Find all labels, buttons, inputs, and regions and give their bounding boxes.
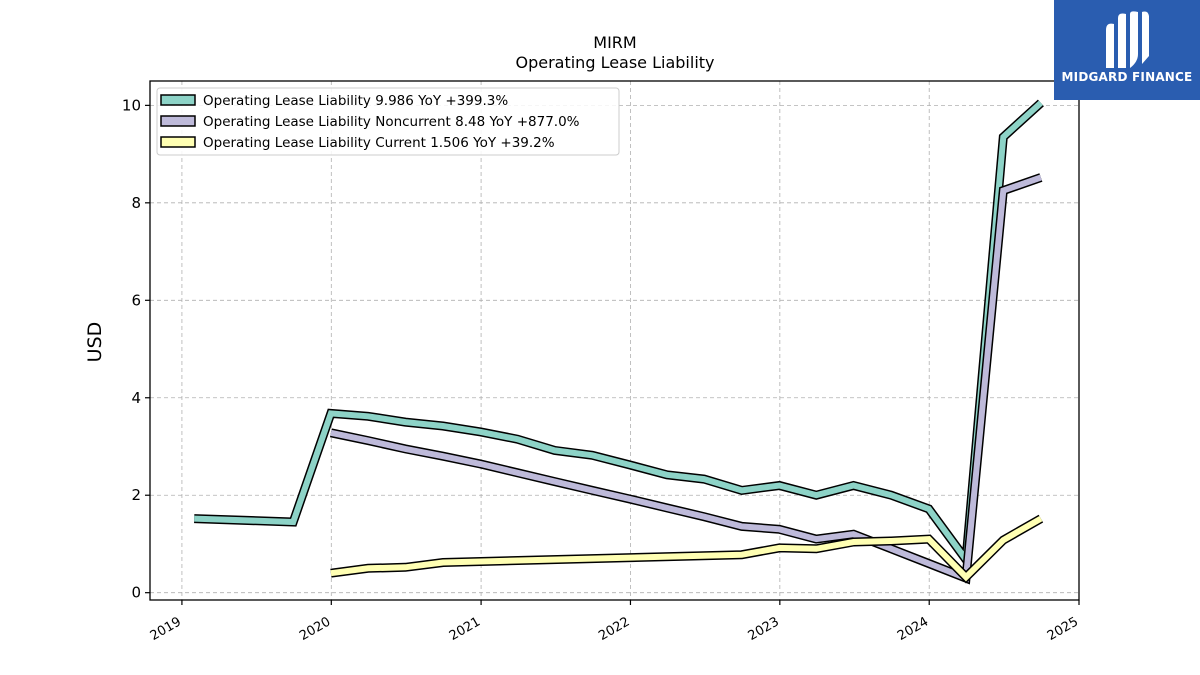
chart-title: MIRM	[593, 33, 636, 52]
midgard-m-logo-icon	[1106, 11, 1149, 69]
legend-swatch	[160, 136, 196, 148]
legend-item-1: Operating Lease Liability 9.986 YoY +399…	[160, 93, 508, 109]
plot-area-frame	[149, 80, 1080, 601]
legend-swatch	[160, 94, 196, 106]
y-tick-label: 4	[131, 389, 141, 407]
series-stroke	[330, 515, 1043, 582]
y-tick-label: 8	[131, 194, 141, 212]
chart-subtitle: Operating Lease Liability	[515, 53, 714, 72]
x-tick-label: 2023	[746, 614, 782, 644]
series-line-2	[329, 173, 1043, 585]
legend-item-3: Operating Lease Liability Current 1.506 …	[160, 135, 555, 151]
series-stroke	[330, 174, 1042, 583]
series-group	[194, 99, 1044, 585]
series-line-3	[330, 514, 1044, 584]
legend-item-2: Operating Lease Liability Noncurrent 8.4…	[160, 114, 580, 130]
y-tick-label: 10	[122, 96, 141, 114]
series-line-1	[194, 99, 1044, 572]
x-tick-label: 2025	[1045, 614, 1081, 644]
y-tick-label: 6	[131, 291, 141, 309]
legend-swatch	[160, 115, 196, 127]
brand-logo: MIDGARD FINANCE	[1054, 0, 1200, 100]
legend-label: Operating Lease Liability Current 1.506 …	[203, 135, 555, 151]
legend-label: Operating Lease Liability Noncurrent 8.4…	[203, 114, 580, 130]
legend: Operating Lease Liability 9.986 YoY +399…	[156, 87, 620, 156]
series-outline	[194, 99, 1044, 572]
legend-box	[156, 87, 620, 156]
x-tick-label: 2021	[447, 614, 483, 644]
y-tick-label: 0	[131, 584, 141, 602]
x-tick-label: 2019	[148, 614, 184, 644]
y-axis-label: USD	[84, 322, 106, 363]
legend-label: Operating Lease Liability 9.986 YoY +399…	[203, 93, 508, 109]
x-tick-label: 2022	[596, 614, 632, 644]
y-tick-label: 2	[131, 486, 141, 504]
series-stroke	[194, 100, 1043, 568]
x-tick-label: 2024	[895, 614, 931, 644]
brand-name: MIDGARD FINANCE	[1061, 70, 1193, 84]
x-tick-label: 2020	[297, 614, 333, 644]
